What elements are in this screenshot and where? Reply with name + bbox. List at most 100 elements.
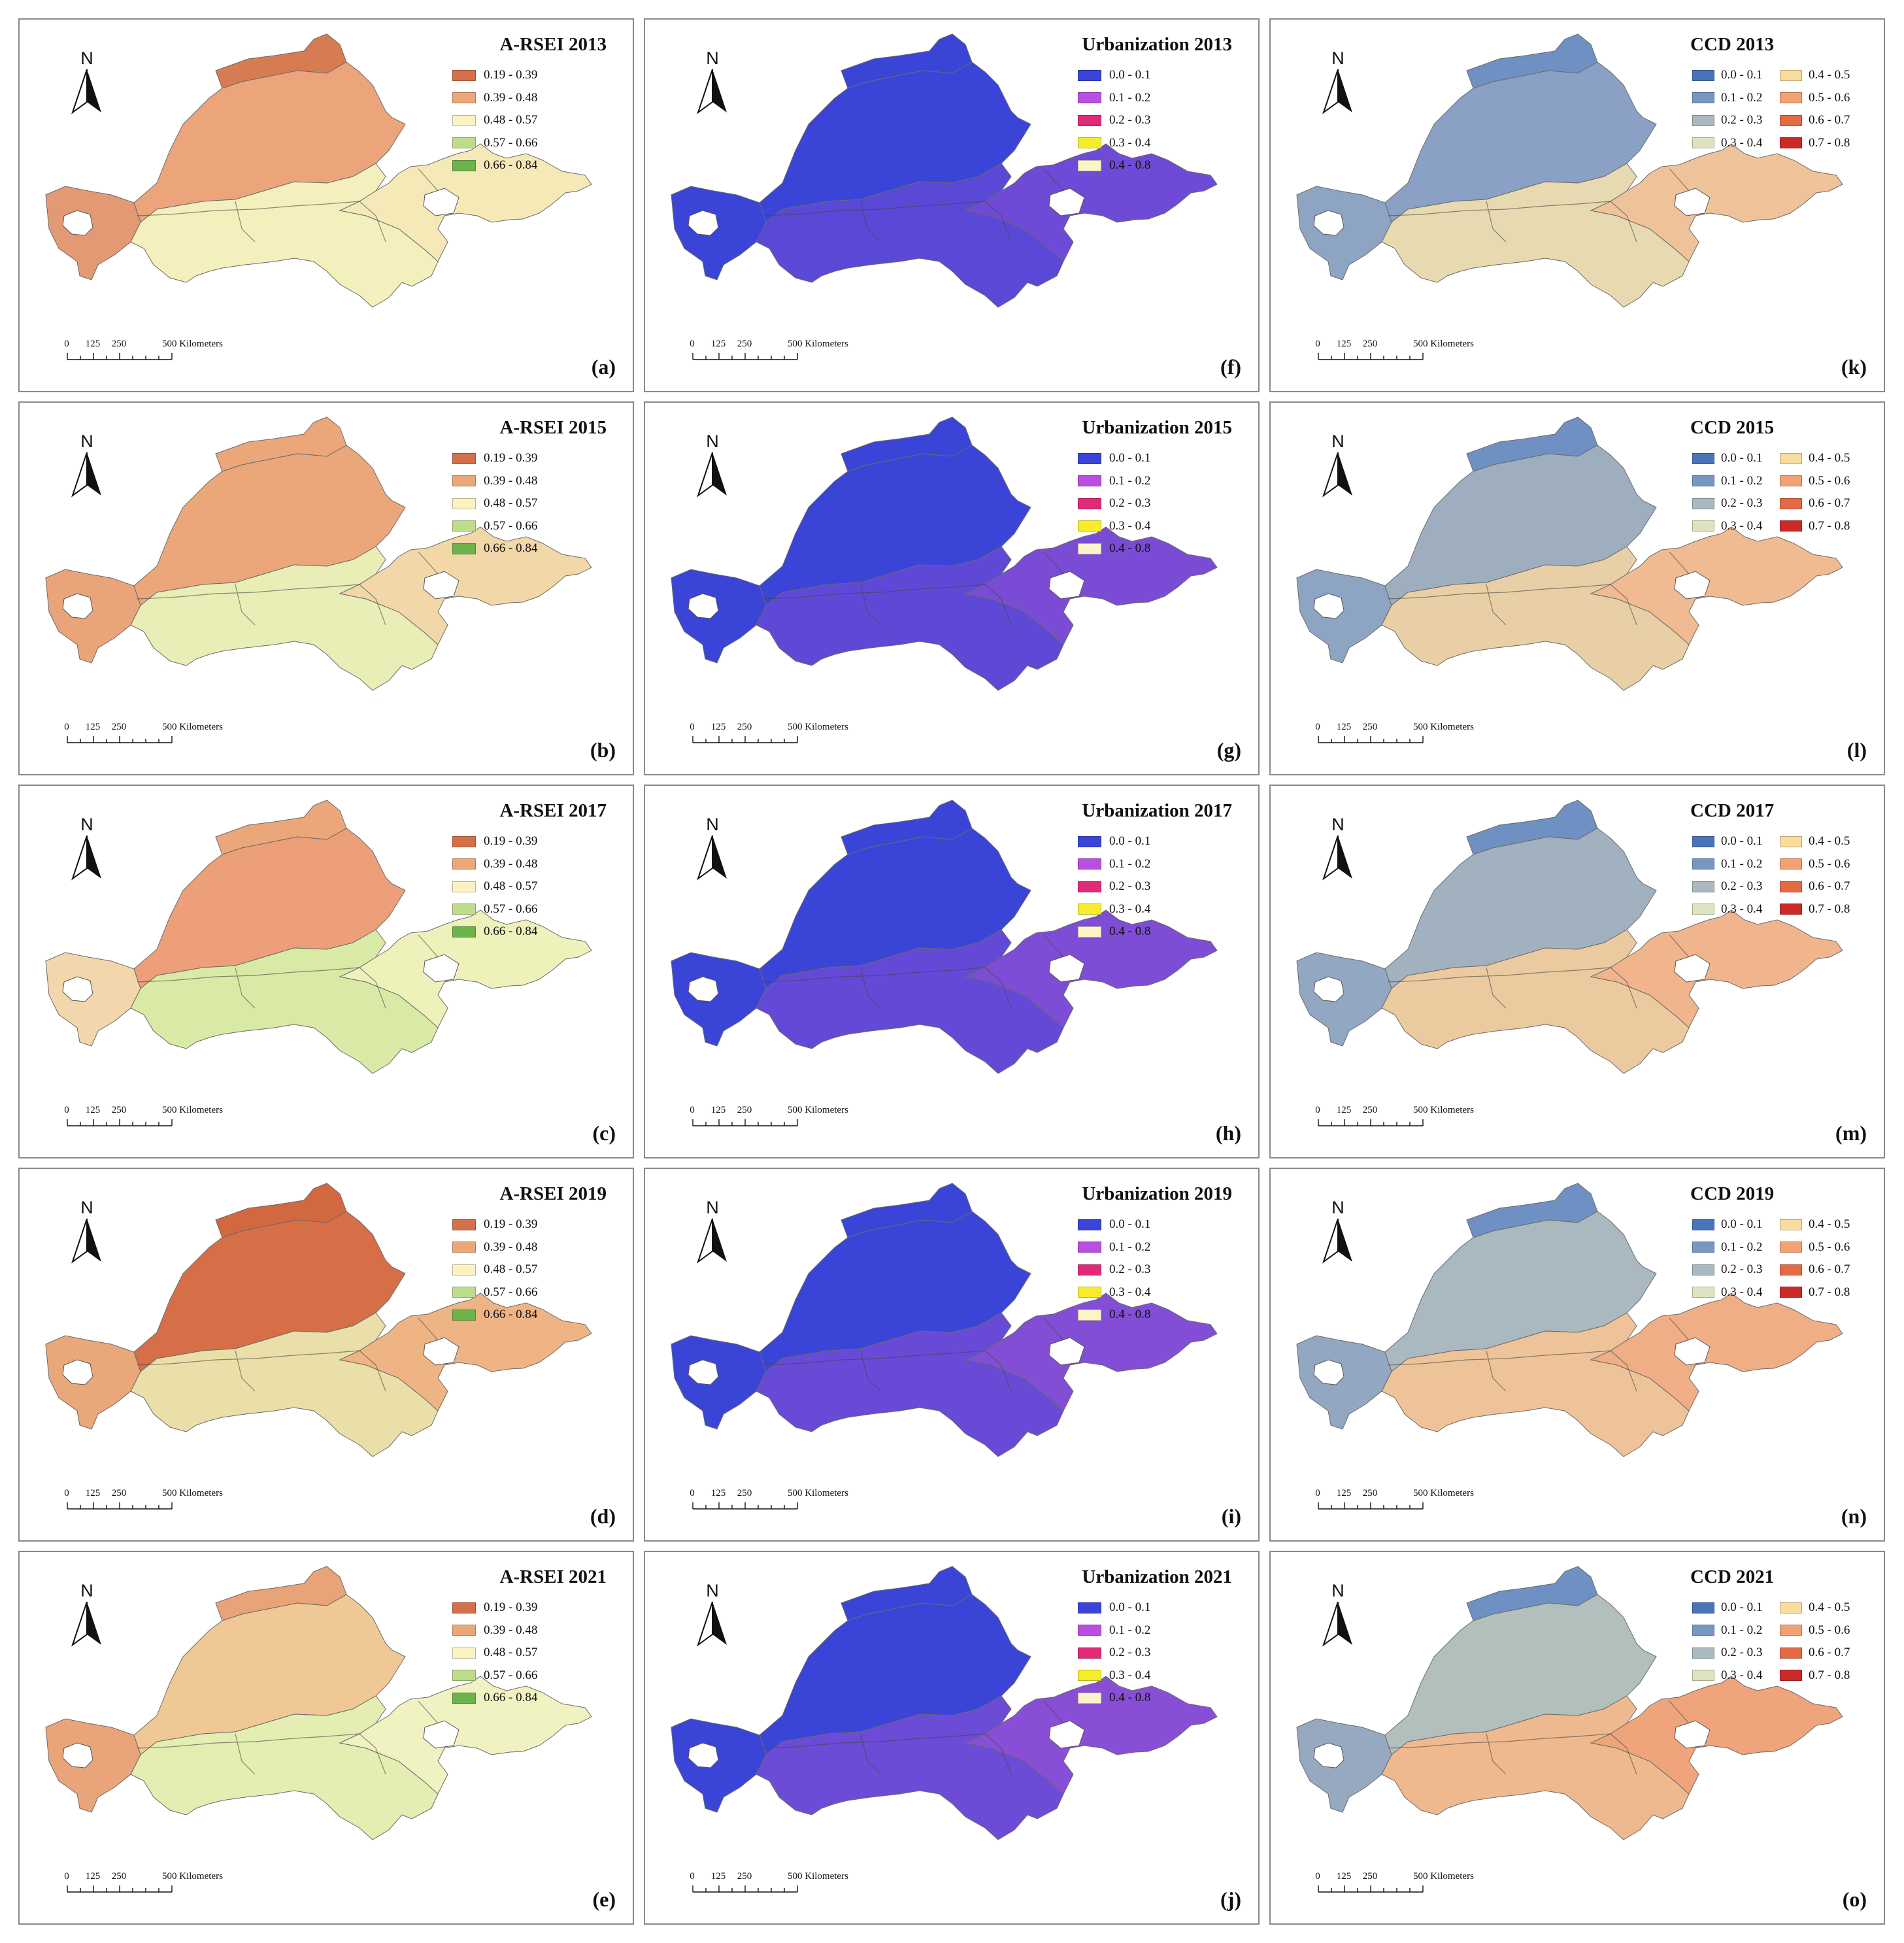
region-eastern-plain bbox=[339, 909, 592, 1028]
legend-label: 0.57 - 0.66 bbox=[484, 1285, 538, 1299]
panel-label: (d) bbox=[590, 1504, 616, 1528]
map-panel-c: A-RSEI 2017 0.19 - 0.39 0.39 - 0.48 0.48 -… bbox=[18, 785, 634, 1158]
legend-swatch bbox=[452, 114, 476, 126]
scale-bar: 0 125 250 500 Kilometers bbox=[690, 339, 849, 365]
region-west-tail bbox=[1296, 1335, 1392, 1430]
legend-label: 0.2 - 0.3 bbox=[1109, 1646, 1151, 1660]
legend-item: 0.2 - 0.3 bbox=[1078, 492, 1150, 515]
legend-swatch bbox=[1078, 498, 1101, 509]
legend-item: 0.57 - 0.66 bbox=[452, 515, 537, 538]
legend-item: 0.0 - 0.1 bbox=[1692, 64, 1780, 87]
panel-label: (e) bbox=[592, 1887, 616, 1911]
north-arrow: N bbox=[71, 1198, 103, 1266]
legend-label: 0.7 - 0.8 bbox=[1809, 1668, 1850, 1682]
scale-tick-label: 125 bbox=[710, 1105, 726, 1115]
region-map bbox=[45, 1183, 592, 1457]
legend-item: 0.39 - 0.48 bbox=[452, 470, 537, 493]
legend-label: 0.0 - 0.1 bbox=[1109, 68, 1151, 82]
legend-swatch bbox=[452, 1625, 476, 1636]
scale-bar-ruler bbox=[67, 1502, 173, 1510]
legend: 0.19 - 0.39 0.39 - 0.48 0.48 - 0.57 0.57 - … bbox=[452, 1213, 537, 1326]
north-arrow: N bbox=[696, 1581, 729, 1649]
legend-swatch bbox=[1692, 1219, 1714, 1230]
north-arrow-icon bbox=[697, 1602, 727, 1647]
scale-tick-label: 500 Kilometers bbox=[162, 339, 223, 349]
scale-bar-ruler bbox=[692, 1119, 798, 1126]
north-label: N bbox=[706, 1198, 719, 1217]
north-arrow-icon bbox=[697, 69, 727, 114]
north-arrow: N bbox=[71, 1581, 103, 1649]
north-arrow: N bbox=[71, 48, 103, 116]
legend-label: 0.39 - 0.48 bbox=[484, 473, 538, 488]
scale-bar-ruler bbox=[1318, 1119, 1424, 1126]
scale-tick-label: 250 bbox=[111, 1105, 127, 1115]
legend-label: 0.39 - 0.48 bbox=[484, 1240, 538, 1254]
legend-label: 0.19 - 0.39 bbox=[484, 451, 538, 465]
legend-item: 0.0 - 0.1 bbox=[1078, 64, 1150, 87]
scale-tick-label: 250 bbox=[111, 339, 127, 349]
legend-swatch bbox=[1078, 881, 1101, 892]
legend-label: 0.0 - 0.1 bbox=[1721, 834, 1763, 849]
scale-tick-label: 250 bbox=[737, 722, 752, 732]
legend-swatch bbox=[1078, 1287, 1101, 1298]
north-label: N bbox=[80, 815, 93, 834]
region-southern-belt bbox=[756, 929, 1064, 1074]
legend-swatch bbox=[1692, 137, 1714, 149]
panel-title: A-RSEI 2019 bbox=[499, 1183, 607, 1204]
panel-label: (a) bbox=[591, 355, 616, 379]
region-west-tail bbox=[45, 952, 141, 1047]
scale-tick-label: 125 bbox=[710, 722, 726, 732]
scale-bar: 0 125 250 500 Kilometers bbox=[1315, 1488, 1475, 1514]
legend-item: 0.4 - 0.5 bbox=[1780, 447, 1867, 470]
scale-tick-label: 500 Kilometers bbox=[162, 722, 223, 732]
legend-swatch bbox=[452, 858, 476, 870]
north-arrow-icon bbox=[1322, 452, 1352, 498]
scale-tick-label: 500 Kilometers bbox=[788, 1488, 848, 1498]
legend-swatch bbox=[452, 1602, 476, 1614]
north-arrow: N bbox=[1322, 1198, 1354, 1266]
scale-tick-label: 250 bbox=[1362, 1488, 1378, 1498]
legend-label: 0.0 - 0.1 bbox=[1721, 68, 1763, 82]
scale-tick-label: 0 bbox=[1315, 1488, 1320, 1498]
panel-title: CCD 2015 bbox=[1690, 417, 1775, 438]
legend-swatch bbox=[1780, 1625, 1802, 1636]
legend-item: 0.6 - 0.7 bbox=[1780, 1642, 1867, 1664]
scale-tick-label: 250 bbox=[1362, 1871, 1378, 1882]
legend-swatch bbox=[1780, 858, 1802, 870]
legend: 0.19 - 0.39 0.39 - 0.48 0.48 - 0.57 0.57 - … bbox=[452, 64, 537, 177]
scale-tick-label: 500 Kilometers bbox=[162, 1871, 223, 1882]
region-southern-belt bbox=[130, 1695, 439, 1840]
legend-swatch bbox=[452, 1692, 476, 1704]
region-west-tail bbox=[45, 186, 141, 280]
lake-hole bbox=[688, 593, 719, 619]
region-eastern-plain bbox=[339, 143, 592, 262]
lake-hole bbox=[688, 976, 719, 1002]
scale-tick-label: 0 bbox=[690, 722, 695, 732]
legend-swatch bbox=[1780, 1242, 1802, 1253]
legend-label: 0.1 - 0.2 bbox=[1109, 90, 1151, 105]
legend-label: 0.4 - 0.8 bbox=[1109, 541, 1151, 556]
legend-swatch bbox=[1780, 1602, 1802, 1614]
scale-tick-label: 125 bbox=[1336, 1105, 1352, 1115]
scale-bar-ruler bbox=[692, 736, 798, 743]
panel-title: CCD 2019 bbox=[1690, 1183, 1775, 1204]
map-panel-l: CCD 2015 0.0 - 0.1 0.4 - 0.5 0.1 - 0.2 0.5 … bbox=[1269, 401, 1885, 775]
legend-label: 0.0 - 0.1 bbox=[1109, 451, 1151, 465]
north-label: N bbox=[80, 431, 93, 451]
legend-swatch bbox=[1780, 452, 1802, 464]
north-arrow-icon bbox=[1322, 836, 1352, 881]
legend-label: 0.1 - 0.2 bbox=[1109, 856, 1151, 871]
region-southern-belt bbox=[756, 1312, 1064, 1457]
region-eastern-plain bbox=[964, 143, 1218, 262]
map-panel-n: CCD 2019 0.0 - 0.1 0.4 - 0.5 0.1 - 0.2 0.5 … bbox=[1269, 1168, 1885, 1542]
lake-hole bbox=[1313, 210, 1344, 236]
eastern-hole bbox=[1048, 1337, 1085, 1366]
region-southern-belt bbox=[756, 163, 1064, 308]
legend-swatch bbox=[1780, 520, 1802, 532]
region-west-tail bbox=[45, 1335, 141, 1430]
province-border bbox=[137, 551, 439, 626]
legend: 0.0 - 0.1 0.4 - 0.5 0.1 - 0.2 0.5 - 0.6 0.2 … bbox=[1692, 830, 1875, 921]
legend-swatch bbox=[1692, 904, 1714, 915]
legend-item: 0.3 - 0.4 bbox=[1078, 1281, 1150, 1304]
region-west-tail bbox=[671, 1718, 767, 1813]
